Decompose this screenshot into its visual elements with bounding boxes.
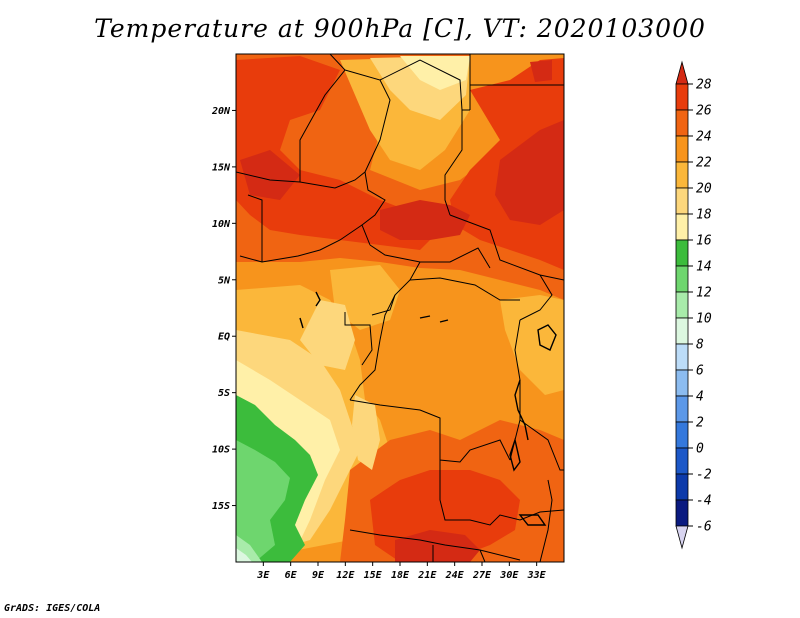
colorbar-label: 4 <box>696 390 704 405</box>
lat-tick-label: 5S <box>218 388 230 399</box>
colorbar-swatch <box>675 343 689 371</box>
colorbar-label: 22 <box>696 156 712 171</box>
colorbar-overflow-triangle <box>675 60 689 85</box>
lat-tick-label: 15N <box>212 162 231 173</box>
lon-tick-label: 9E <box>312 570 325 581</box>
temperature-field-gt28-central <box>380 200 470 240</box>
colorbar-label: 16 <box>696 234 712 249</box>
temperature-field-20-22-east-africa <box>500 295 564 395</box>
temperature-field-18-20-gabon <box>300 300 355 370</box>
temperature-field-8-10-ocean <box>236 548 252 562</box>
lat-tick-label: EQ <box>218 332 230 343</box>
colorbar-swatch <box>675 421 689 449</box>
colorbar-label: -2 <box>696 468 712 483</box>
temperature-field-gt28-northwest <box>240 150 300 200</box>
colorbar-label: 8 <box>696 338 704 353</box>
colorbar-swatch <box>675 291 689 319</box>
colorbar-label: -4 <box>696 494 712 509</box>
lon-tick-label: 15E <box>364 570 383 581</box>
colorbar-swatch <box>675 395 689 423</box>
colorbar-label: 6 <box>696 364 704 379</box>
colorbar-label: 28 <box>696 78 712 93</box>
colorbar-swatch <box>675 109 689 137</box>
colorbar-label: 12 <box>696 286 712 301</box>
lon-tick-label: 27E <box>472 570 492 581</box>
temperature-field-gt28-northeast <box>530 60 552 82</box>
map-title: Temperature at 900hPa [C], VT: 202010300… <box>94 14 706 43</box>
lon-tick-label: 12E <box>336 570 355 581</box>
colorbar-swatch <box>675 83 689 111</box>
colorbar-label: 0 <box>696 442 704 457</box>
grads-credit: GrADS: IGES/COLA <box>4 603 101 614</box>
colorbar-swatch <box>675 369 689 397</box>
colorbar-swatch <box>675 161 689 189</box>
lat-tick-label: 15S <box>212 501 230 512</box>
colorbar-label: 10 <box>696 312 712 327</box>
latitude-axis: 20N 15N 10N 5N EQ 5S 10S 15S <box>211 106 236 512</box>
colorbar-label: 18 <box>696 208 712 223</box>
colorbar-underflow-triangle <box>675 525 689 550</box>
temperature-field-gt28-east <box>495 120 564 225</box>
colorbar-swatch <box>675 265 689 293</box>
colorbar-label: -6 <box>696 520 712 535</box>
temperature-field-18-20-angola-corridor <box>352 395 380 470</box>
colorbar-label: 14 <box>696 260 712 275</box>
lake-outlines <box>299 291 557 526</box>
longitude-axis: 3E 6E 9E 12E 15E 18E 21E 24E 27E 30E 33E <box>256 562 547 581</box>
colorbar-label: 24 <box>696 130 712 145</box>
colorbar-swatch <box>675 213 689 241</box>
lat-tick-label: 10S <box>212 445 230 456</box>
lon-tick-label: 3E <box>256 570 270 581</box>
colorbar-label: 2 <box>696 416 704 431</box>
temperature-field-12-14-ocean <box>236 440 290 562</box>
lon-tick-label: 33E <box>527 570 547 581</box>
temperature-field-gt28-south <box>395 530 480 562</box>
temperature-field-16-18-sahara <box>400 56 470 90</box>
colorbar-swatch <box>675 187 689 215</box>
colorbar-label: 20 <box>696 182 712 197</box>
colorbar-swatch <box>675 135 689 163</box>
colorbar-swatch <box>675 317 689 345</box>
map-plot-area <box>236 54 564 562</box>
lon-tick-label: 18E <box>391 570 410 581</box>
colorbar-swatch <box>675 473 689 501</box>
colorbar-swatch <box>675 239 689 267</box>
lat-tick-label: 20N <box>211 106 231 117</box>
lon-tick-label: 21E <box>417 570 437 581</box>
colorbar-swatch <box>675 499 689 527</box>
lon-tick-label: 6E <box>285 570 298 581</box>
lat-tick-label: 10N <box>212 219 231 230</box>
colorbar-swatch <box>675 447 689 475</box>
lon-tick-label: 24E <box>445 570 465 581</box>
lon-tick-label: 30E <box>499 570 519 581</box>
colorbar-label: 26 <box>696 104 712 119</box>
temperature-field-26-28-west <box>236 56 440 250</box>
lat-tick-label: 5N <box>218 275 231 286</box>
